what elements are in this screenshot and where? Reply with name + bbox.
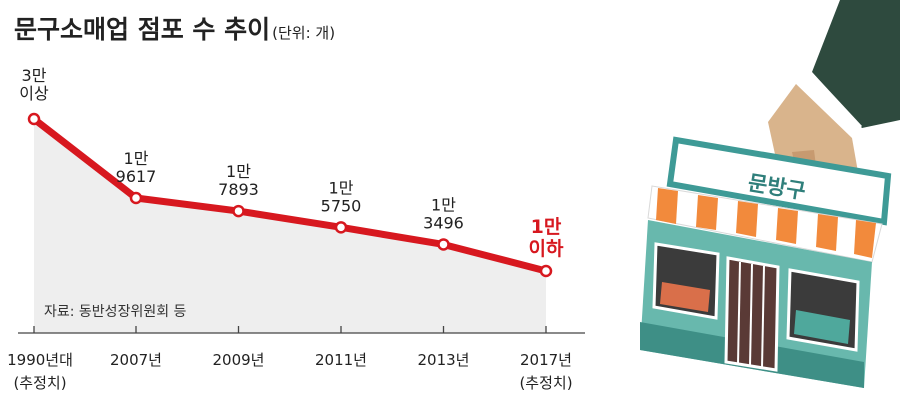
data-point	[539, 264, 553, 278]
x-tick-labels: 1990년대 (추정치) 2007년 2009년 2011년 2013년 2017년 (추정치…	[7, 351, 572, 392]
awning-stripe	[816, 214, 838, 251]
awning-stripe	[776, 208, 798, 244]
data-point	[27, 112, 41, 126]
data-label: 1만 7893	[218, 162, 259, 199]
x-axis-ticks	[33, 326, 547, 333]
x-tick-label: 2007년	[110, 351, 162, 369]
awning-stripe	[696, 195, 718, 230]
window-goods	[794, 310, 850, 344]
x-tick-label: 2013년	[418, 351, 470, 369]
data-labels: 3만 이상 1만 9617 1만 7893 1만 5750 1만 3496 1만 이하	[19, 66, 564, 260]
x-tick-label: 2011년	[315, 351, 367, 369]
store-illustration: 문방구	[640, 0, 900, 388]
source-note: 자료: 동반성장위원회 등	[44, 304, 187, 320]
data-label: 3만 이상	[19, 66, 49, 103]
data-point	[232, 204, 245, 218]
data-point	[437, 238, 450, 251]
door-bar	[761, 265, 765, 369]
data-label: 1만 5750	[321, 178, 362, 215]
shop-signboard	[666, 136, 892, 226]
unit-label: (단위: 개)	[272, 24, 336, 42]
door-bar	[749, 263, 753, 367]
door-bar	[737, 261, 741, 365]
awning-stripe	[656, 188, 678, 224]
window-goods	[660, 282, 710, 312]
data-points	[27, 112, 553, 278]
title-text: 문구소매업 점포 수 추이	[14, 15, 271, 44]
data-point	[129, 191, 143, 205]
chart-title: 문구소매업 점포 수 추이 (단위: 개)	[14, 10, 335, 46]
shirt-cuff	[800, 70, 862, 136]
series-line	[30, 115, 550, 275]
chart-area-fill	[34, 119, 546, 333]
x-tick-label: 2009년	[213, 351, 265, 369]
data-label: 1만 이하	[529, 216, 564, 260]
data-label: 1만 3496	[423, 195, 464, 232]
data-point	[334, 221, 348, 234]
awning-stripe	[736, 201, 758, 237]
awning-stripe	[854, 220, 876, 258]
x-tick-label: 1990년대 (추정치)	[7, 351, 73, 392]
data-label: 1만 9617	[116, 149, 157, 186]
suit-sleeve	[812, 0, 900, 128]
line-chart: 3만 이상 1만 9617 1만 7893 1만 5750 1만 3496 1만 이하 1990년대(…	[7, 66, 585, 392]
x-tick-label: 2017년 (추정치)	[519, 351, 572, 392]
